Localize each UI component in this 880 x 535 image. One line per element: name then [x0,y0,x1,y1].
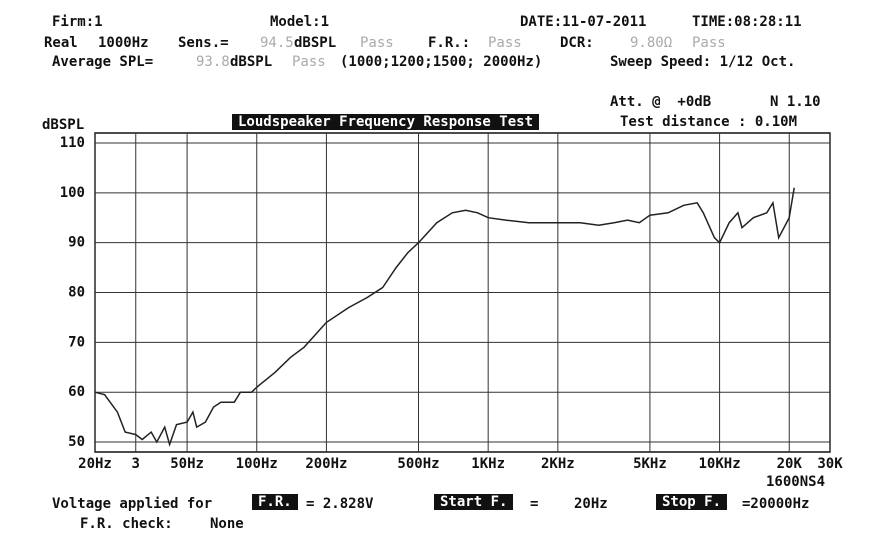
avg-unit: dBSPL [230,54,273,70]
y-tick-label: 50 [68,434,85,450]
fr-pass: Pass [488,35,522,51]
x-tick-label: 10KHz [699,456,741,472]
att: Att. @ +0dB [610,94,712,110]
stop-box: Stop F. [656,494,728,510]
avg-freqs: (1000;1200;1500; 2000Hz) [340,54,543,70]
y-tick-label: 60 [68,384,85,400]
voltage-value: = 2.828V [306,496,374,512]
date: DATE:11-07-2011 [520,14,647,30]
x-tick-label: 5KHz [633,456,667,472]
freq: 1000Hz [98,35,149,51]
x-tick-label: 500Hz [397,456,439,472]
x-tick-label: 20K [777,456,803,472]
start-eq: = [530,496,539,512]
chart-title: Loudspeaker Frequency Response Test [232,114,540,130]
x-tick-label: 50Hz [170,456,204,472]
x-tick-label: 20Hz [78,456,112,472]
y-axis-label: dBSPL [42,117,85,133]
sens-value: 94.5 [260,35,294,51]
x-tick-label: 200Hz [305,456,347,472]
x-tick-label: 1KHz [471,456,505,472]
x-tick-label: 100Hz [236,456,278,472]
real: Real [44,35,78,51]
firm: Firm:1 [52,14,103,30]
distance: Test distance : 0.10M [620,114,798,130]
y-tick-label: 90 [68,235,85,251]
note: 1600NS4 [766,474,826,490]
time: TIME:08:28:11 [692,14,802,30]
check: F.R. check: [80,516,173,532]
check-value: None [210,516,244,532]
start-box: Start F. [434,494,514,510]
fr-box: F.R. [252,494,298,510]
dcr-pass: Pass [692,35,726,51]
x-tick-label: 30K [817,456,843,472]
x-tick-label: 3 [132,456,140,472]
y-tick-label: 80 [68,285,85,301]
start-value: 20Hz [574,496,608,512]
avg: Average SPL= [52,54,154,70]
y-tick-label: 110 [60,135,85,151]
dcr-value: 9.80Ω [630,35,673,51]
fr-label: F.R.: [428,35,471,51]
y-tick-label: 100 [60,185,85,201]
voltage: Voltage applied for [52,496,213,512]
sens-pass: Pass [360,35,394,51]
avg-value: 93.8 [196,54,230,70]
sweep: Sweep Speed: 1/12 Oct. [610,54,796,70]
model: Model:1 [270,14,330,30]
sens: Sens.= [178,35,229,51]
avg-pass: Pass [292,54,326,70]
stop-value: =20000Hz [742,496,810,512]
y-tick-label: 70 [68,334,85,350]
version: N 1.10 [770,94,821,110]
x-tick-label: 2KHz [541,456,575,472]
sens-unit: dBSPL [294,35,337,51]
dcr: DCR: [560,35,594,51]
response-line [94,187,795,448]
